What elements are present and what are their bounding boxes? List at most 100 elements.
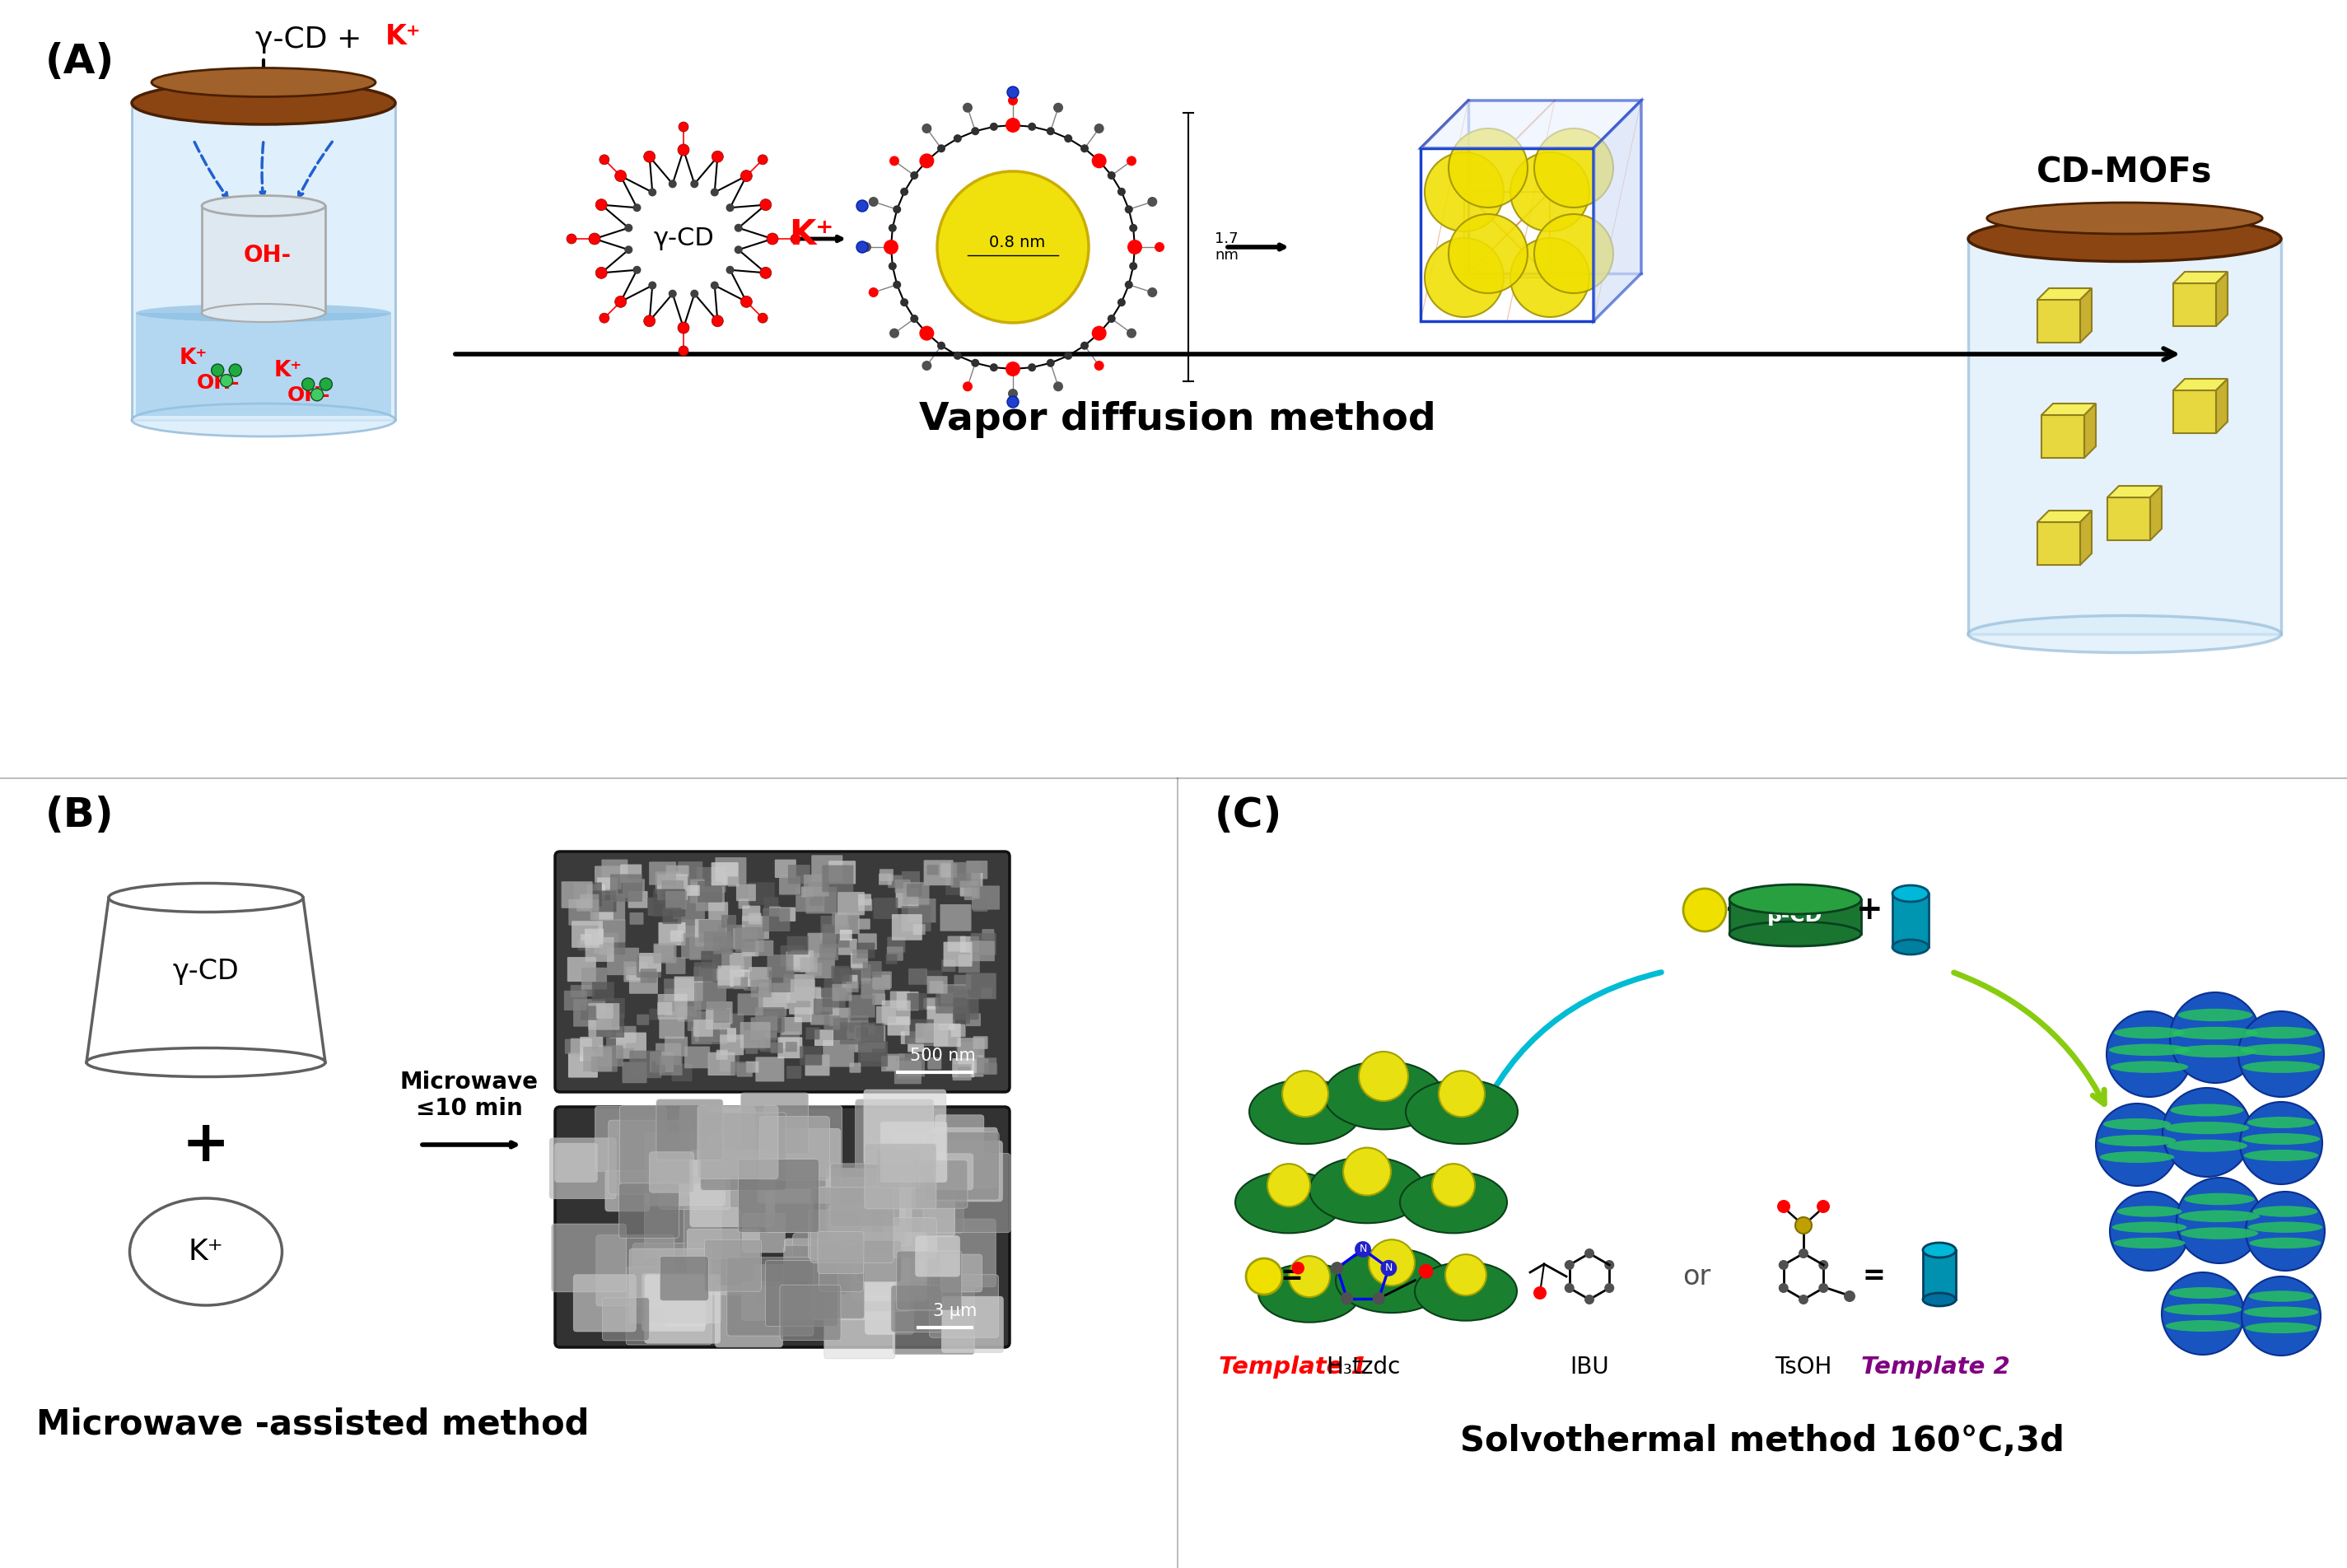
FancyBboxPatch shape xyxy=(941,1297,1002,1353)
FancyBboxPatch shape xyxy=(596,1107,667,1171)
Circle shape xyxy=(2108,1011,2192,1098)
Circle shape xyxy=(2239,1011,2324,1098)
Ellipse shape xyxy=(1730,884,1861,914)
FancyBboxPatch shape xyxy=(683,1207,739,1259)
Circle shape xyxy=(1007,86,1019,97)
Circle shape xyxy=(890,155,899,166)
FancyBboxPatch shape xyxy=(782,1018,803,1035)
Ellipse shape xyxy=(2244,1149,2319,1162)
Circle shape xyxy=(920,326,934,340)
Ellipse shape xyxy=(2241,1062,2319,1073)
Text: K⁺: K⁺ xyxy=(275,361,303,381)
FancyBboxPatch shape xyxy=(664,978,697,1007)
FancyBboxPatch shape xyxy=(660,1016,685,1038)
FancyBboxPatch shape xyxy=(610,942,624,955)
FancyBboxPatch shape xyxy=(629,891,648,908)
FancyBboxPatch shape xyxy=(662,881,683,900)
FancyBboxPatch shape xyxy=(951,862,981,887)
FancyBboxPatch shape xyxy=(779,908,796,922)
FancyBboxPatch shape xyxy=(927,1057,941,1069)
Text: OH-: OH- xyxy=(286,386,331,405)
FancyBboxPatch shape xyxy=(596,878,617,895)
FancyBboxPatch shape xyxy=(573,883,601,906)
Circle shape xyxy=(1063,135,1073,143)
Polygon shape xyxy=(1730,900,1861,935)
Circle shape xyxy=(711,188,718,196)
FancyBboxPatch shape xyxy=(742,1281,784,1320)
Circle shape xyxy=(711,315,723,326)
Text: (B): (B) xyxy=(45,795,115,836)
FancyBboxPatch shape xyxy=(915,1236,960,1276)
FancyBboxPatch shape xyxy=(934,1024,960,1047)
Circle shape xyxy=(1798,1248,1810,1259)
Circle shape xyxy=(1425,238,1504,317)
Circle shape xyxy=(953,351,962,359)
FancyBboxPatch shape xyxy=(730,1062,746,1076)
FancyBboxPatch shape xyxy=(704,1240,760,1292)
FancyBboxPatch shape xyxy=(929,1275,997,1338)
FancyBboxPatch shape xyxy=(709,939,721,950)
FancyBboxPatch shape xyxy=(793,1234,845,1279)
FancyBboxPatch shape xyxy=(636,956,662,977)
Circle shape xyxy=(735,246,742,254)
FancyBboxPatch shape xyxy=(652,1062,667,1073)
FancyBboxPatch shape xyxy=(828,1008,850,1025)
FancyBboxPatch shape xyxy=(591,1049,617,1073)
FancyBboxPatch shape xyxy=(882,1000,911,1025)
Polygon shape xyxy=(2079,511,2091,564)
FancyBboxPatch shape xyxy=(554,1143,598,1182)
Circle shape xyxy=(868,287,878,298)
FancyBboxPatch shape xyxy=(814,1030,833,1046)
FancyBboxPatch shape xyxy=(737,994,763,1016)
Circle shape xyxy=(598,314,610,323)
Circle shape xyxy=(1817,1200,1831,1214)
FancyBboxPatch shape xyxy=(840,930,852,941)
FancyBboxPatch shape xyxy=(878,1149,920,1187)
Ellipse shape xyxy=(2112,1221,2187,1232)
Circle shape xyxy=(1380,1261,1396,1276)
Circle shape xyxy=(678,122,688,132)
FancyBboxPatch shape xyxy=(650,862,676,884)
Ellipse shape xyxy=(2164,1121,2248,1134)
FancyBboxPatch shape xyxy=(941,1254,981,1292)
FancyBboxPatch shape xyxy=(730,969,749,986)
FancyBboxPatch shape xyxy=(943,942,972,966)
Circle shape xyxy=(1418,1264,1434,1278)
FancyBboxPatch shape xyxy=(721,1029,737,1043)
FancyBboxPatch shape xyxy=(645,1187,723,1258)
FancyBboxPatch shape xyxy=(699,920,725,942)
FancyBboxPatch shape xyxy=(972,933,995,955)
FancyBboxPatch shape xyxy=(779,1032,800,1049)
FancyBboxPatch shape xyxy=(882,1171,955,1237)
Ellipse shape xyxy=(136,304,392,321)
FancyBboxPatch shape xyxy=(897,887,918,908)
Circle shape xyxy=(1289,1256,1331,1297)
FancyBboxPatch shape xyxy=(580,894,598,911)
FancyBboxPatch shape xyxy=(582,967,608,989)
Circle shape xyxy=(890,224,897,232)
Circle shape xyxy=(303,378,314,390)
FancyBboxPatch shape xyxy=(629,969,657,994)
Circle shape xyxy=(1368,1240,1415,1286)
FancyBboxPatch shape xyxy=(721,1055,739,1071)
Circle shape xyxy=(596,199,608,210)
Circle shape xyxy=(760,199,772,210)
FancyBboxPatch shape xyxy=(925,997,939,1010)
Circle shape xyxy=(1281,1071,1328,1116)
FancyBboxPatch shape xyxy=(622,880,645,898)
Ellipse shape xyxy=(2117,1206,2183,1217)
FancyBboxPatch shape xyxy=(568,1052,598,1077)
FancyBboxPatch shape xyxy=(817,1231,864,1273)
FancyBboxPatch shape xyxy=(880,1055,899,1071)
Polygon shape xyxy=(2173,284,2216,326)
FancyBboxPatch shape xyxy=(688,884,699,895)
Circle shape xyxy=(1094,124,1103,133)
FancyBboxPatch shape xyxy=(805,1027,819,1040)
FancyBboxPatch shape xyxy=(901,1032,915,1044)
FancyBboxPatch shape xyxy=(629,1248,711,1323)
Polygon shape xyxy=(2216,379,2227,433)
FancyBboxPatch shape xyxy=(652,1270,711,1322)
FancyBboxPatch shape xyxy=(894,1132,941,1176)
FancyBboxPatch shape xyxy=(678,919,699,938)
FancyBboxPatch shape xyxy=(775,859,796,878)
